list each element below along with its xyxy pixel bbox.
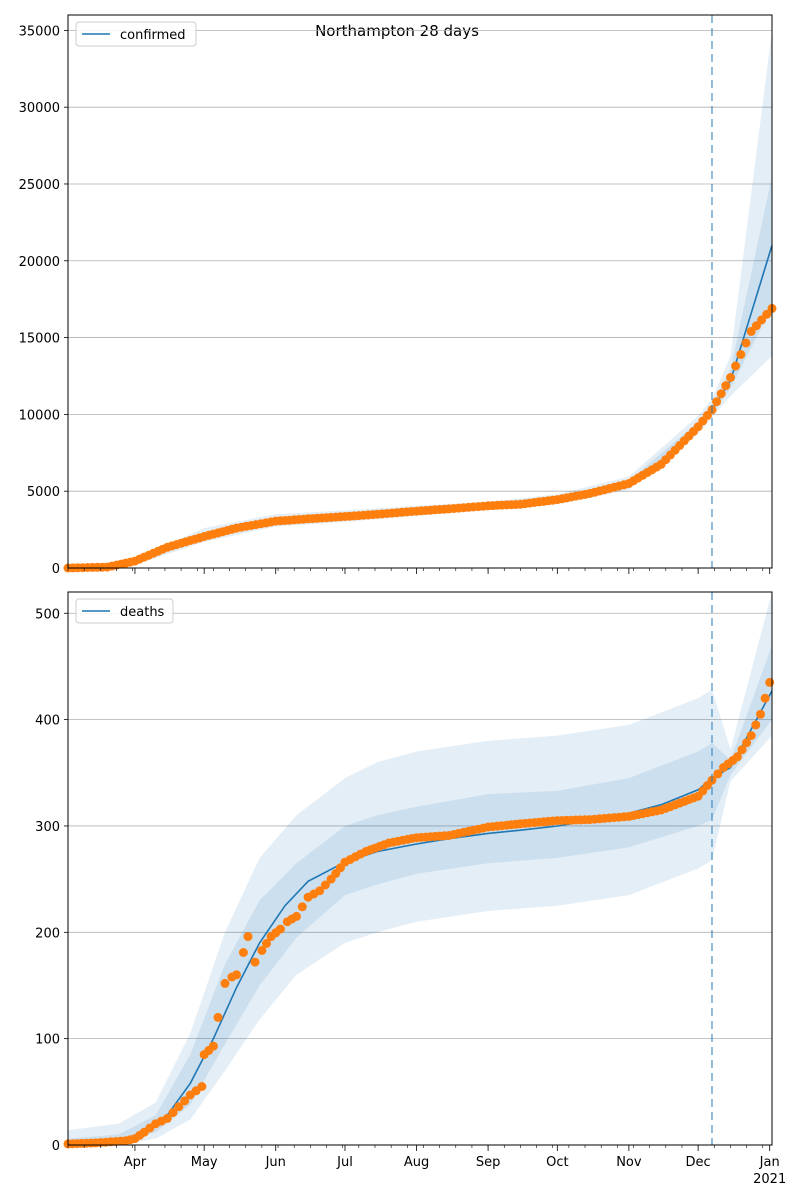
y-tick-label: 100 [35,1033,60,1048]
data-point [262,939,271,948]
data-point [751,321,761,331]
data-point [757,315,767,325]
data-point [292,911,301,921]
data-point [732,752,742,762]
data-point [731,361,741,371]
x-tick-label: Jan [759,1155,780,1170]
data-point [168,1108,178,1118]
y-tick-label: 200 [35,926,60,941]
data-point [320,880,330,890]
y-tick-label: 400 [35,714,60,729]
data-point [162,1113,172,1123]
data-point [746,731,756,741]
data-point [736,350,746,359]
x-tick-label: Jun [265,1155,286,1170]
legend: confirmed [75,21,197,47]
data-point [712,397,722,407]
legend-box [75,21,197,47]
data-point [737,745,747,755]
y-tick-label: 0 [52,562,60,577]
legend-label: confirmed [120,28,186,43]
data-point [250,957,260,967]
y-tick-label: 35000 [19,24,60,39]
shared-x-axis: Apr May Jun Jul Aug Sep Oct Nov Dec Jan 2021 [124,1155,787,1187]
figure-title: Northampton 28 days [315,22,479,40]
data-point [208,1041,218,1051]
uncertainty-band [68,592,772,1145]
y-tick-label: 10000 [19,408,60,423]
y-tick-label: 15000 [19,332,60,347]
x-tick-label: Jul [336,1155,353,1170]
x-tick-label: Dec [686,1155,711,1170]
uncertainty-band [68,30,772,568]
y-tick-label: 30000 [19,101,60,116]
y-tick-label: 5000 [27,485,60,500]
legend: deaths [75,598,174,624]
data-point [238,948,248,957]
data-point [762,309,772,319]
x-year-label: 2021 [753,1172,786,1187]
data-point [716,389,726,399]
data-point [315,886,325,896]
data-point [713,769,723,779]
x-tick-label: May [191,1155,218,1170]
data-point [213,1012,223,1022]
y-tick-label: 300 [35,820,60,835]
axes-frame [67,14,773,569]
data-point [197,1082,207,1091]
deaths-panel: 0 100 200 300 400 500 deaths [35,591,775,1154]
legend-label: deaths [120,605,165,620]
x-tick-label: Apr [124,1155,147,1170]
data-point [751,720,761,730]
data-point [180,1096,190,1106]
y-tick-label: 25000 [19,178,60,193]
model-line [67,690,773,1145]
data-point [297,902,307,912]
data-point [742,738,752,748]
legend-box [75,598,174,624]
data-point [243,932,253,942]
data-point [726,373,735,382]
data-point [741,338,751,348]
data-point [746,326,756,336]
confirmed-panel: 0 5000 10000 15000 20000 25000 30000 35000 confi… [19,14,777,577]
x-tick-label: Sep [476,1155,501,1170]
model-line [67,245,773,569]
data-point [760,693,770,703]
x-tick-label: Oct [546,1155,568,1170]
data-point [257,945,267,955]
y-tick-label: 500 [35,607,60,622]
x-tick-label: Aug [404,1155,429,1170]
data-point [232,970,241,980]
y-tick-label: 0 [52,1139,60,1154]
y-tick-label: 20000 [19,255,60,270]
data-point [765,677,775,687]
axes-frame [67,591,773,1146]
data-point [756,709,765,719]
x-tick-label: Nov [616,1155,642,1170]
data-point [220,978,230,988]
data-point [721,381,731,391]
data-point [275,924,285,934]
data-point [174,1102,184,1112]
